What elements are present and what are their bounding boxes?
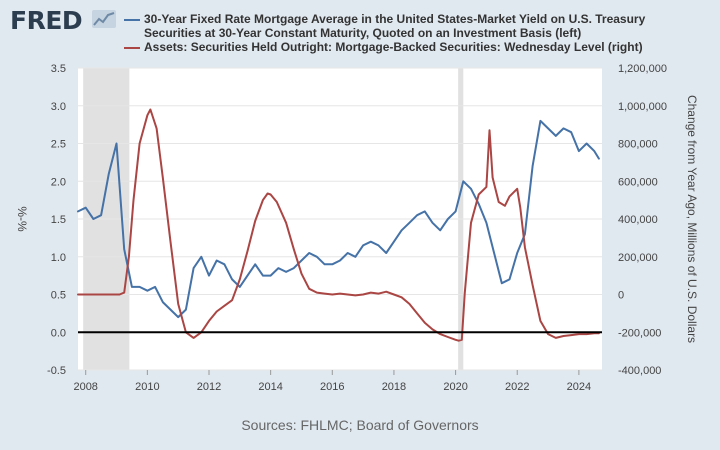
series-lines [77, 108, 600, 342]
sources-note: Sources: FHLMC; Board of Governors [241, 417, 479, 433]
axes: -0.5 0.0 0.5 1.0 1.5 2.0 2.5 3.0 3.5 -400,000 -200… [15, 63, 699, 393]
x-tick-label: 2012 [197, 381, 221, 393]
y-left-tick-label: 3.5 [51, 63, 66, 75]
y-right-tick-label: 600,000 [618, 176, 658, 188]
y-left-tick-label: 1.0 [51, 252, 66, 264]
x-tick-label: 2016 [320, 381, 344, 393]
y-left-tick-label: 3.0 [51, 101, 66, 113]
legend-item-mbs-holdings[interactable]: Assets: Securities Held Outright: Mortga… [124, 40, 664, 54]
y-left-tick-label: 2.0 [51, 176, 66, 188]
y-right-tick-label: -400,000 [618, 365, 661, 377]
y-left-tick-label: 0.0 [51, 327, 66, 339]
legend-label: 30-Year Fixed Rate Mortgage Average in t… [144, 12, 646, 40]
y-right-tick-label: 800,000 [618, 139, 658, 151]
y-right-tick-label: -200,000 [618, 327, 661, 339]
x-tick-label: 2014 [258, 381, 282, 393]
x-tick-label: 2024 [567, 381, 591, 393]
trend-line-icon [92, 10, 116, 28]
x-tick-label: 2022 [505, 381, 529, 393]
x-tick-label: 2020 [443, 381, 467, 393]
y-right-tick-label: 400,000 [618, 214, 658, 226]
legend-swatch-red [124, 47, 140, 49]
fred-logo[interactable]: FRED [10, 6, 83, 35]
x-tick-label: 2008 [73, 381, 97, 393]
y-right-tick-label: 0 [618, 290, 624, 302]
legend-label: Assets: Securities Held Outright: Mortga… [144, 40, 643, 54]
legend-swatch-blue [124, 19, 140, 21]
legend-item-mortgage-spread[interactable]: 30-Year Fixed Rate Mortgage Average in t… [124, 12, 664, 40]
y-right-tick-label: 200,000 [618, 252, 658, 264]
y-left-tick-label: 0.5 [51, 290, 66, 302]
series-line-2 [77, 108, 600, 342]
y-left-tick-label: -0.5 [47, 365, 66, 377]
y-left-tick-label: 2.5 [51, 139, 66, 151]
y-right-tick-label: 1,000,000 [618, 101, 667, 113]
y-left-tick-label: 1.5 [51, 214, 66, 226]
chart-legend: 30-Year Fixed Rate Mortgage Average in t… [124, 12, 664, 54]
x-tick-label: 2010 [135, 381, 159, 393]
x-tick-label: 2018 [382, 381, 406, 393]
y-right-axis-title: Change from Year Ago, Millions of U.S. D… [685, 95, 699, 343]
y-right-tick-label: 1,200,000 [618, 63, 667, 75]
y-left-axis-title: %-% [15, 206, 29, 232]
series-line-1 [77, 119, 600, 319]
